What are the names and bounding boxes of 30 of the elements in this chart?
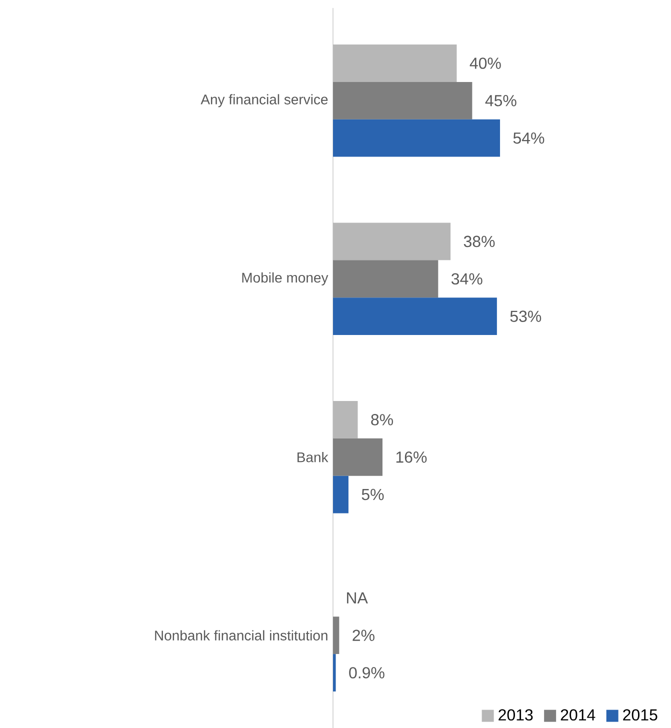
data-label: 38% xyxy=(464,236,495,248)
bar xyxy=(333,222,451,260)
data-label: 5% xyxy=(362,488,384,500)
y-tick-label: Mobile money xyxy=(242,272,328,286)
data-label: 54% xyxy=(513,132,544,144)
bar xyxy=(333,616,340,654)
data-label: 16% xyxy=(396,451,427,463)
bar xyxy=(333,400,358,438)
legend-label: 2014 xyxy=(560,709,596,721)
bar xyxy=(333,119,500,157)
data-label: 2% xyxy=(352,630,374,641)
bar xyxy=(333,44,457,82)
data-label: 34% xyxy=(451,273,482,285)
legend-label: 2013 xyxy=(498,709,533,721)
y-tick-label: Any financial service xyxy=(200,94,328,108)
bar xyxy=(333,82,472,120)
data-label: 0.9% xyxy=(349,667,384,678)
data-label: 8% xyxy=(371,414,394,426)
y-tick-label: Bank xyxy=(298,452,328,462)
bar xyxy=(333,298,497,336)
legend-label: 2015 xyxy=(623,709,658,721)
data-label: 40% xyxy=(470,58,501,69)
bar xyxy=(333,654,336,692)
bar xyxy=(333,438,382,476)
bar xyxy=(333,476,348,514)
data-label: 45% xyxy=(485,95,516,106)
bar xyxy=(333,260,438,298)
text: NA xyxy=(347,592,368,604)
data-label: 53% xyxy=(510,310,542,322)
y-tick-label: Nonbank financial institution xyxy=(155,630,328,640)
